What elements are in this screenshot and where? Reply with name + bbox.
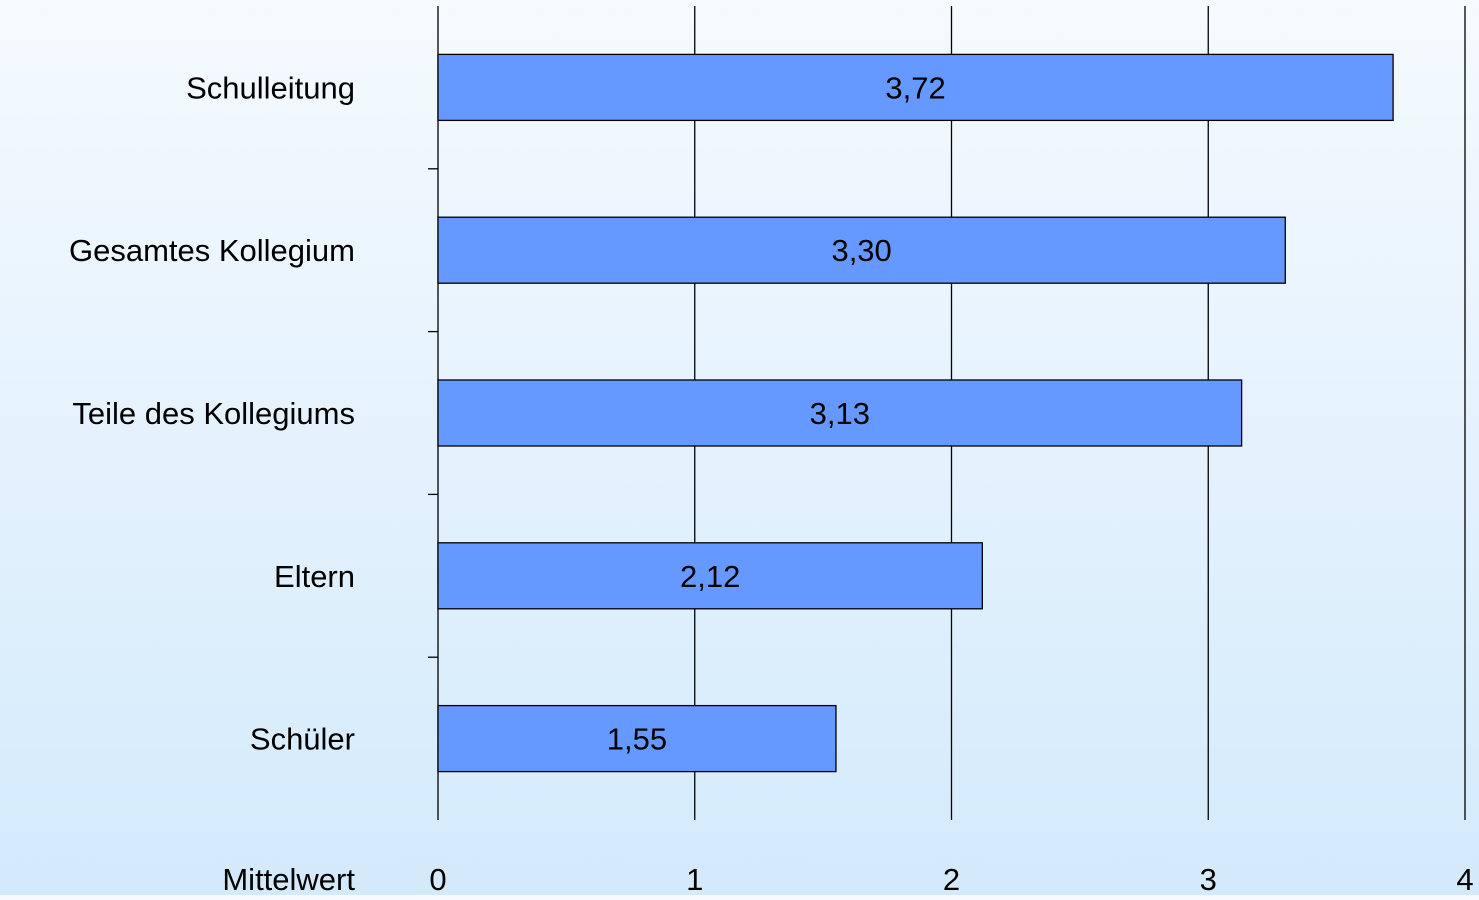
category-label: Eltern <box>274 559 355 594</box>
data-label: 2,12 <box>680 559 740 594</box>
x-axis-title: Mittelwert <box>222 862 355 895</box>
data-label: 3,30 <box>831 233 891 268</box>
bar <box>437 704 837 773</box>
data-label: 1,55 <box>607 722 667 757</box>
x-tick-label: 4 <box>1456 862 1473 895</box>
x-tick-label: 1 <box>686 862 703 895</box>
x-tick-label: 2 <box>943 862 960 895</box>
data-label: 3,72 <box>885 70 945 105</box>
bar <box>437 379 1243 447</box>
category-label: Teile des Kollegiums <box>72 396 355 431</box>
value-axis: 0 1 2 3 4 <box>428 168 1474 897</box>
labels: 3,72 Schulleitung 3,30 Gesamtes Kollegium 3,… <box>69 70 946 756</box>
category-label: Schulleitung <box>186 70 355 105</box>
x-tick-label: 0 <box>429 862 446 895</box>
bars <box>437 53 1394 773</box>
data-label: 3,13 <box>810 396 870 431</box>
bar <box>437 53 1394 122</box>
x-tick-label: 3 <box>1200 862 1217 895</box>
bar <box>437 216 1286 284</box>
category-label: Gesamtes Kollegium <box>69 233 355 268</box>
category-label: Schüler <box>250 722 355 757</box>
bar <box>437 542 983 610</box>
